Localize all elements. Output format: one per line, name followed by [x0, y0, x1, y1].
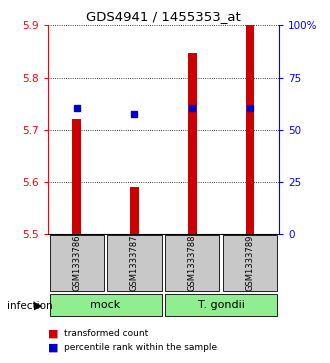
Bar	[188, 53, 197, 234]
Text: ■: ■	[48, 343, 58, 353]
Bar	[246, 25, 254, 234]
Text: GSM1333788: GSM1333788	[188, 235, 197, 291]
Bar	[72, 119, 81, 234]
Text: percentile rank within the sample: percentile rank within the sample	[64, 343, 217, 352]
Title: GDS4941 / 1455353_at: GDS4941 / 1455353_at	[86, 10, 241, 23]
FancyBboxPatch shape	[107, 235, 162, 291]
FancyBboxPatch shape	[50, 294, 162, 317]
Text: transformed count: transformed count	[64, 329, 148, 338]
Bar	[130, 187, 139, 234]
Text: GSM1333786: GSM1333786	[72, 235, 81, 291]
FancyBboxPatch shape	[50, 235, 104, 291]
Text: infection: infection	[7, 301, 52, 311]
Text: GSM1333787: GSM1333787	[130, 235, 139, 291]
FancyBboxPatch shape	[165, 294, 277, 317]
FancyBboxPatch shape	[223, 235, 277, 291]
Text: ▶: ▶	[34, 301, 42, 311]
Text: mock: mock	[90, 300, 121, 310]
Text: GSM1333789: GSM1333789	[246, 235, 254, 291]
Text: T. gondii: T. gondii	[198, 300, 245, 310]
FancyBboxPatch shape	[165, 235, 219, 291]
Text: ■: ■	[48, 328, 58, 338]
